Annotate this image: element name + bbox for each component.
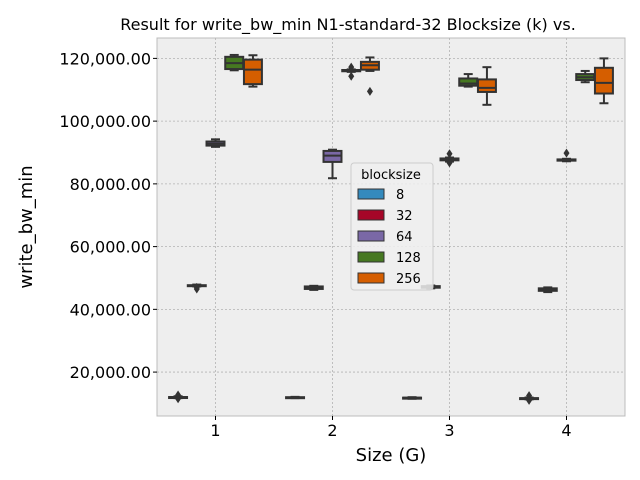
legend-label: 64 [396,230,413,245]
y-tick-label: 80,000.00 [70,175,151,194]
box-series [168,53,614,405]
x-tick-label: 1 [210,421,220,440]
outlier-point [348,62,355,72]
outlier-point [526,391,533,401]
y-tick-label: 120,000.00 [59,49,151,68]
x-axis-label: Size (G) [356,445,427,466]
outlier-point [193,282,200,292]
y-tick-label: 60,000.00 [70,238,151,257]
outlier-point [366,86,373,96]
outlier-point [526,395,533,405]
legend-label: 256 [396,272,421,287]
outlier-point [563,148,570,158]
series-256 [242,54,614,106]
outlier-point [348,71,355,81]
y-tick-label: 40,000.00 [70,300,151,319]
y-tick-label: 100,000.00 [59,112,151,131]
box [476,78,497,93]
box [593,66,614,95]
legend-items: 8 32 64 128 256 [357,188,421,287]
chart-title: Result for write_bw_min N1-standard-32 B… [120,15,576,35]
x-tick-label: 3 [444,421,454,440]
legend-label: 32 [396,209,413,224]
series-8 [168,390,540,405]
x-tick-label: 4 [561,421,571,440]
legend-swatch [357,230,385,242]
y-axis-ticks: 20,000.00 40,000.00 60,000.00 80,000.00 100,… [59,49,157,382]
y-axis-label: write_bw_min [16,165,37,288]
legend-swatch [357,272,385,284]
outlier-point [446,149,453,159]
legend-swatch [357,188,385,200]
legend: blocksize 8 32 64 128 256 [350,162,434,291]
legend-label: 8 [396,188,404,203]
x-axis-ticks: 1 2 3 4 [210,416,572,440]
legend-label: 128 [396,251,421,266]
outlier-point [446,158,453,168]
x-tick-label: 2 [327,421,337,440]
y-tick-label: 20,000.00 [70,363,151,382]
box [242,58,263,86]
outlier-point [175,390,182,400]
series-64 [205,138,577,180]
box [458,77,479,87]
legend-swatch [357,209,385,221]
legend-swatch [357,251,385,263]
legend-title: blocksize [361,168,421,183]
